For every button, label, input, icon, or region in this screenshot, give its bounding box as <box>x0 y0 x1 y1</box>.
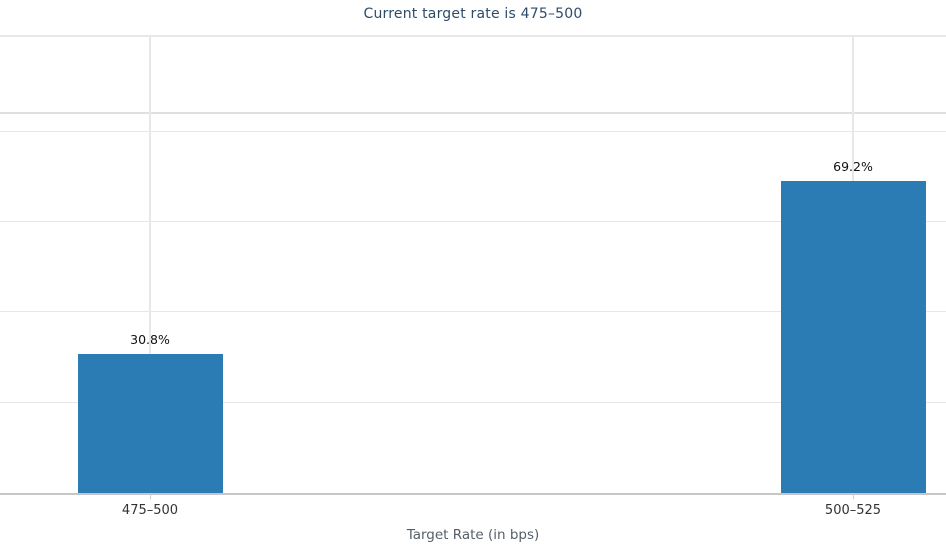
x-axis-title: Target Rate (in bps) <box>406 527 540 543</box>
x-tick-label-0: 475–500 <box>121 503 179 518</box>
x-axis: 475–500 500–525 <box>0 493 946 523</box>
bar-500–525[interactable] <box>780 180 926 493</box>
x-tick-mark-1 <box>853 493 854 499</box>
y-gridline-40 <box>0 311 946 313</box>
x-tick-label-1: 500–525 <box>824 503 882 518</box>
bar-value-label-1: 69.2% <box>833 158 873 174</box>
chart-title: Current target rate is 475–500 <box>363 6 583 22</box>
plot-area: 30.8% 69.2% <box>0 35 946 495</box>
x-gridline-0 <box>149 37 151 493</box>
y-gridline-extra <box>0 111 946 114</box>
bar-value-label-0: 30.8% <box>130 331 170 347</box>
y-gridline-80 <box>0 130 946 132</box>
x-tick-mark-0 <box>150 493 151 499</box>
y-gridline-20 <box>0 401 946 403</box>
bar-475–500[interactable] <box>77 353 223 493</box>
y-gridline-60 <box>0 221 946 223</box>
